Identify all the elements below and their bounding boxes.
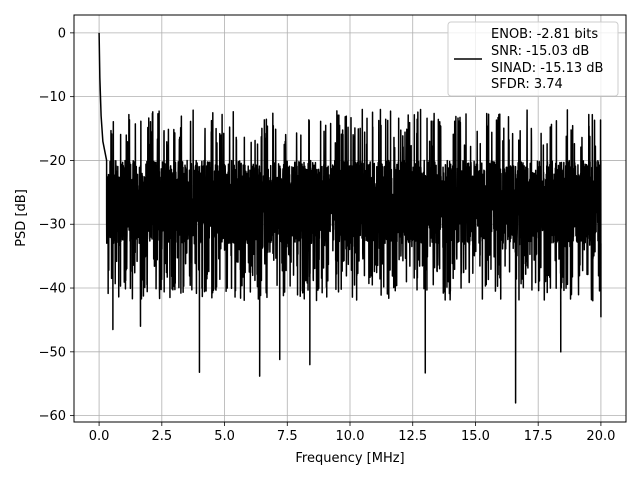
x-tick-label: 20.0 <box>586 429 615 444</box>
y-axis-ticks: 0 −10 −20 −30 −40 −50 −60 <box>39 26 74 424</box>
x-tick-label: 10.0 <box>336 429 365 444</box>
y-tick-label: 0 <box>58 26 66 41</box>
legend-entry-sfdr: SFDR: 3.74 <box>491 77 563 92</box>
y-tick-label: −40 <box>39 282 66 297</box>
y-tick-label: −30 <box>39 218 66 233</box>
legend-entry-snr: SNR: -15.03 dB <box>491 44 589 59</box>
x-tick-label: 2.5 <box>151 429 172 444</box>
x-tick-label: 15.0 <box>461 429 490 444</box>
x-tick-label: 12.5 <box>398 429 427 444</box>
y-tick-label: −50 <box>39 345 66 360</box>
x-tick-label: 5.0 <box>214 429 235 444</box>
legend-box <box>447 21 619 97</box>
y-tick-label: −20 <box>39 154 66 169</box>
legend: ENOB: -2.81 bits SNR: -15.03 dB SINAD: -… <box>447 21 619 97</box>
legend-entry-enob: ENOB: -2.81 bits <box>491 27 598 42</box>
x-tick-label: 7.5 <box>277 429 298 444</box>
y-tick-label: −10 <box>39 90 66 105</box>
x-tick-label: 17.5 <box>524 429 553 444</box>
x-tick-label: 0.0 <box>89 429 110 444</box>
x-axis-label: Frequency [MHz] <box>295 451 404 466</box>
legend-entry-sinad: SINAD: -15.13 dB <box>491 61 603 76</box>
x-axis-ticks: 0.0 2.5 5.0 7.5 10.0 12.5 15.0 17.5 20.0 <box>89 422 615 444</box>
y-tick-label: −60 <box>39 409 66 424</box>
y-axis-label: PSD [dB] <box>14 189 29 247</box>
psd-series-line <box>98 32 602 404</box>
